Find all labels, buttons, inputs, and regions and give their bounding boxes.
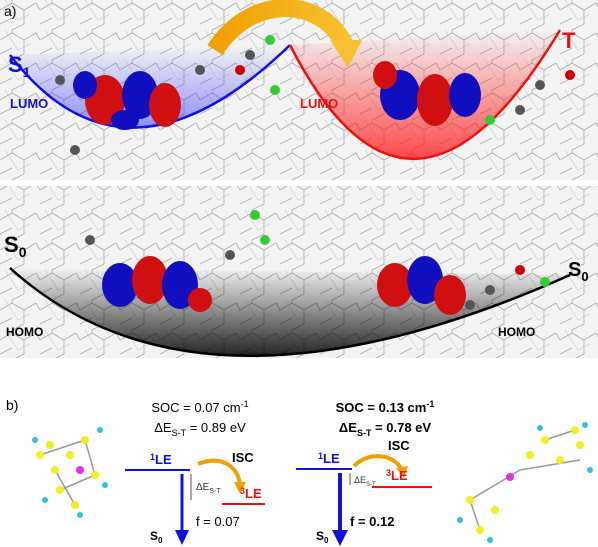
sub: S-T	[209, 488, 221, 495]
sub: 1	[23, 64, 31, 80]
panel-label: b)	[6, 397, 18, 413]
molecule-right	[457, 422, 593, 543]
text: ISC	[388, 438, 410, 453]
sub: S-T	[357, 428, 372, 438]
text: SOC = 0.07 cm	[151, 400, 240, 415]
isc-label: ISC	[388, 438, 410, 453]
sub: S-T	[172, 428, 187, 438]
base: S	[568, 259, 581, 281]
soc-text: SOC = 0.07 cm-1	[151, 399, 248, 415]
sup: -1	[241, 399, 249, 409]
isc-label: ISC	[232, 450, 254, 465]
triplet-label: 3LE	[386, 468, 408, 483]
label: b)	[6, 397, 18, 413]
emission-arrowhead	[332, 530, 348, 546]
text: f = 0.12	[350, 514, 394, 529]
gap-text: ΔES-T = 0.89 eV	[154, 420, 246, 438]
base: ΔE	[354, 475, 366, 485]
base: ΔE	[339, 420, 357, 435]
sub: 0	[158, 536, 163, 545]
sub: 0	[19, 244, 27, 260]
base: S	[316, 529, 324, 543]
base: S	[8, 52, 23, 77]
triplet-label: 3LE	[240, 486, 262, 501]
rest: = 0.89 eV	[186, 420, 246, 435]
rest: = 0.78 eV	[371, 420, 431, 435]
text: HOMO	[6, 325, 43, 339]
panel-label: a)	[4, 3, 16, 19]
sub: 0	[581, 269, 588, 284]
base: T	[562, 28, 576, 53]
state-label: T	[562, 28, 576, 53]
small-gap: ΔES-T	[354, 475, 376, 488]
singlet-label: 1LE	[318, 451, 340, 466]
singlet-label: 1LE	[150, 452, 172, 467]
sub: S-T	[366, 482, 376, 488]
text: SOC = 0.13 cm	[336, 400, 427, 415]
sup: -1	[426, 399, 434, 409]
label: a)	[4, 3, 16, 19]
text: LUMO	[10, 96, 48, 111]
orbital-label: LUMO	[300, 96, 338, 111]
text: f = 0.07	[196, 514, 240, 529]
sub: 0	[324, 536, 329, 545]
emission-arrowhead	[175, 530, 189, 545]
base: LE	[155, 452, 172, 467]
figure: a) S1 T LUMO LUMO S0 S0 HOMO HOMO b) SOC…	[0, 0, 598, 547]
soc-text: SOC = 0.13 cm-1	[336, 399, 435, 415]
orbital-label: HOMO	[498, 325, 535, 339]
base: LE	[391, 468, 408, 483]
base: ΔE	[154, 420, 172, 435]
text: ISC	[232, 450, 254, 465]
orbital-label: HOMO	[6, 325, 43, 339]
base: S	[4, 232, 19, 257]
base: LE	[323, 451, 340, 466]
gap-text: ΔES-T = 0.78 eV	[339, 420, 431, 438]
molecule-left	[32, 427, 108, 518]
base: ΔE	[196, 482, 210, 493]
ground-label: S0	[150, 529, 163, 545]
text: HOMO	[498, 325, 535, 339]
oscillator: f = 0.07	[196, 514, 240, 529]
orbital-label: LUMO	[10, 96, 48, 111]
ground-label: S0	[316, 529, 329, 545]
base: S	[150, 529, 158, 543]
base: LE	[245, 486, 262, 501]
oscillator: f = 0.12	[350, 514, 394, 529]
small-gap: ΔES-T	[196, 482, 221, 495]
text: LUMO	[300, 96, 338, 111]
